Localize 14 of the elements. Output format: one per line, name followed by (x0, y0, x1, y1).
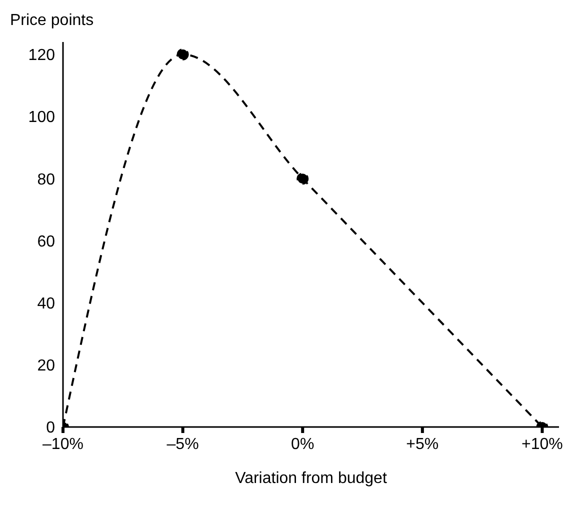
x-tick-label: +5% (406, 436, 439, 453)
y-tick-label: 60 (37, 233, 56, 250)
x-axis-title: Variation from budget (235, 470, 388, 487)
x-tick-label: –10% (42, 436, 84, 453)
y-axis-title: Price points (10, 12, 94, 30)
y-tick-label: 0 (46, 420, 56, 437)
x-tick-label: 0% (291, 436, 314, 453)
y-tick-label: 120 (28, 47, 56, 64)
y-tick-label: 100 (28, 109, 56, 126)
y-tick-label: 20 (37, 358, 56, 375)
x-tick-label: +10% (522, 436, 563, 453)
y-tick-label: 40 (37, 295, 56, 312)
x-tick-label: –5% (166, 436, 199, 453)
y-tick-label: 80 (37, 171, 56, 188)
